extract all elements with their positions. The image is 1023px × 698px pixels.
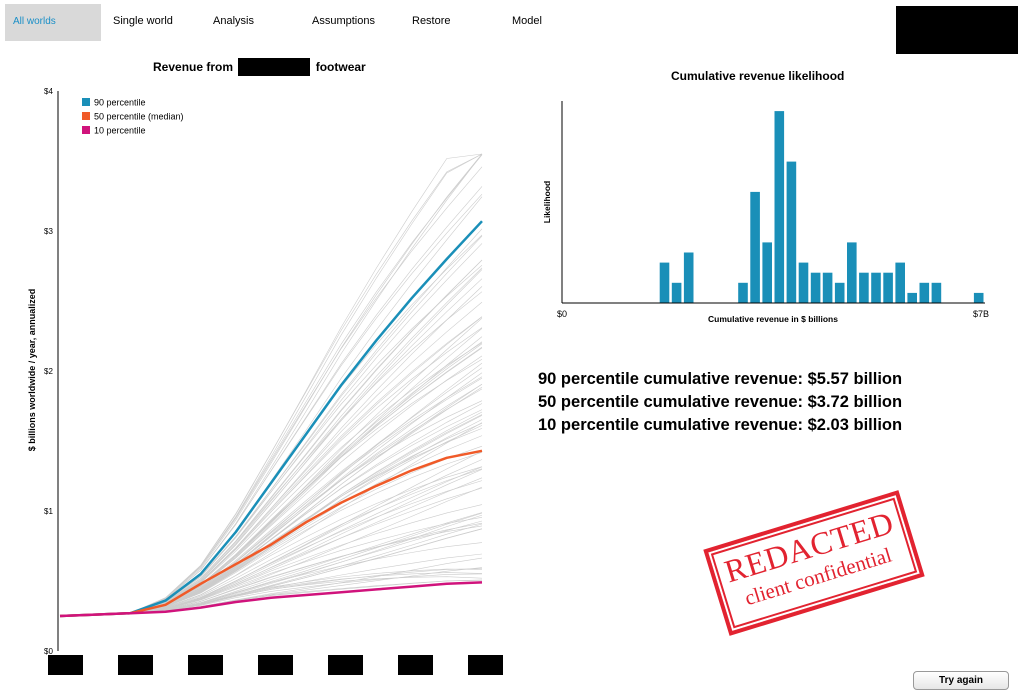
histogram-bar (786, 161, 797, 303)
hist-x-tick-label: $7B (973, 309, 989, 319)
y-tick-label: $2 (44, 367, 53, 376)
hist-y-axis-label: Likelihood (542, 181, 552, 224)
histogram-bar (750, 191, 760, 303)
histogram-bar (683, 252, 694, 303)
line-chart-title: Revenue from footwear (153, 58, 366, 76)
legend-swatch (82, 98, 90, 106)
y-tick-label: $1 (44, 507, 53, 516)
histogram-bar (774, 111, 785, 303)
legend-label: 50 percentile (median) (94, 112, 184, 122)
stat-p50: 50 percentile cumulative revenue: $3.72 … (538, 393, 903, 411)
try-again-button[interactable]: Try again (913, 671, 1009, 690)
simulation-line (59, 512, 483, 617)
histogram-bar (738, 282, 748, 303)
histogram-bar (847, 242, 857, 303)
redacted-logo (896, 6, 1018, 54)
histogram-bar (973, 292, 984, 303)
redacted-x-tick-label (258, 655, 293, 675)
histogram-bar (762, 242, 772, 303)
histogram-bar (871, 272, 881, 303)
simulation-line (59, 403, 483, 617)
percentile-stats: 90 percentile cumulative revenue: $5.57 … (538, 368, 902, 437)
tab-model[interactable]: Model (512, 15, 542, 27)
simulation-line (59, 388, 483, 617)
legend-swatch (82, 126, 90, 134)
y-axis-label: $ billions worldwide / year, annualized (27, 289, 37, 452)
y-tick-label: $3 (44, 227, 53, 236)
histogram-title: Cumulative revenue likelihood (671, 69, 845, 83)
redacted-stamp: REDACTED client confidential (703, 490, 925, 636)
histogram-bar (659, 262, 670, 303)
histogram-bar (919, 282, 930, 303)
likelihood-histogram: $0 $7B Cumulative revenue in $ billions Lik… (542, 101, 989, 324)
simulation-line (59, 278, 483, 617)
tab-assumptions[interactable]: Assumptions (312, 15, 375, 27)
simulation-line (59, 327, 483, 617)
histogram-bar (931, 282, 942, 303)
histogram-bar (907, 292, 917, 303)
tab-all-worlds[interactable]: All worlds (5, 4, 101, 41)
redacted-x-tick-label (398, 655, 433, 675)
simulation-line (59, 528, 483, 617)
simulation-line (59, 568, 483, 617)
simulation-line (59, 567, 483, 617)
histogram-bar (859, 272, 869, 303)
legend-swatch (82, 112, 90, 120)
histogram-bar (810, 272, 821, 303)
redacted-x-tick-label (328, 655, 363, 675)
histogram-bar (822, 272, 833, 303)
series-line-10-percentile (59, 581, 483, 618)
y-tick-label: $4 (44, 87, 53, 96)
tab-analysis[interactable]: Analysis (213, 15, 254, 27)
title-suffix: footwear (315, 60, 366, 74)
hist-x-tick-label: $0 (557, 309, 567, 319)
simulation-line (59, 512, 483, 617)
simulation-line (59, 269, 483, 617)
tab-restore[interactable]: Restore (412, 15, 451, 27)
y-tick-label: $0 (44, 647, 53, 656)
histogram-bar (798, 262, 809, 303)
histogram-bar (895, 262, 905, 303)
revenue-line-chart: $0 $1 $2 $3 $4 90 percentile 50 percentile (m… (27, 87, 503, 675)
simulation-line (59, 328, 483, 617)
simulation-line (59, 286, 483, 617)
tab-single-world[interactable]: Single world (113, 15, 173, 27)
simulation-line (59, 445, 483, 617)
legend-label: 10 percentile (94, 126, 146, 136)
simulation-line (59, 528, 483, 617)
simulation-line (59, 235, 483, 617)
simulation-line (59, 336, 483, 617)
histogram-bar (883, 272, 893, 303)
histogram-bar (834, 282, 845, 303)
redacted-x-tick-label (118, 655, 153, 675)
redacted-x-tick-label (48, 655, 83, 675)
simulation-line (59, 228, 483, 617)
redacted-x-tick-label (468, 655, 503, 675)
simulation-line (59, 193, 483, 617)
top-nav: All worlds Single world Analysis Assumpt… (0, 0, 1023, 54)
redacted-x-tick-label (188, 655, 223, 675)
stat-p10: 10 percentile cumulative revenue: $2.03 … (538, 416, 903, 434)
legend-label: 90 percentile (94, 98, 146, 108)
stat-p90: 90 percentile cumulative revenue: $5.57 … (538, 370, 903, 388)
redacted-brand (238, 58, 311, 76)
histogram-bar (671, 282, 682, 303)
title-prefix: Revenue from (153, 60, 234, 74)
hist-x-axis-label: Cumulative revenue in $ billions (708, 314, 838, 324)
